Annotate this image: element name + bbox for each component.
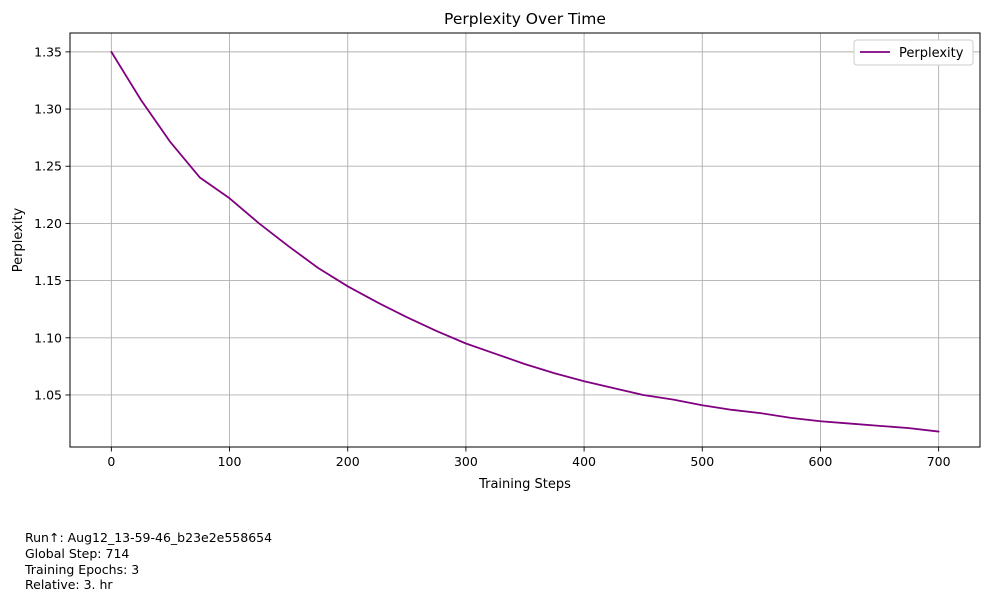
- x-tick-label: 700: [927, 454, 951, 469]
- run-id-text: Run↑: Aug12_13-59-46_b23e2e558654: [25, 530, 273, 545]
- relative-time-text: Relative: 3. hr: [25, 577, 113, 593]
- y-tick-label: 1.30: [34, 102, 62, 117]
- y-tick-label: 1.15: [34, 273, 62, 288]
- tick-layer: 0 100 200 300 400 500 600 700 1.05 1.10 1.15 1.20 1.…: [34, 44, 950, 469]
- y-axis-label: Perplexity: [11, 207, 26, 272]
- x-tick-label: 300: [454, 454, 478, 469]
- y-tick-label: 1.35: [34, 44, 62, 59]
- legend-box: [853, 39, 974, 66]
- y-tick-label: 1.25: [34, 159, 62, 174]
- grid-layer: [70, 33, 980, 447]
- global-step-text: Global Step: 714: [25, 545, 130, 561]
- y-tick-label: 1.10: [34, 330, 62, 345]
- training-epochs-text: Training Epochs: 3: [25, 561, 140, 577]
- x-tick-label: 400: [572, 454, 596, 469]
- x-tick-label: 200: [336, 454, 360, 469]
- x-tick-label: 0: [107, 454, 115, 469]
- chart-title: Perplexity Over Time: [444, 10, 606, 28]
- series-layer: [110, 50, 940, 433]
- x-tick-label: 500: [690, 454, 714, 469]
- x-axis-label: Training Steps: [478, 477, 571, 492]
- series-line-perplexity: [110, 50, 940, 433]
- y-tick-label: 1.05: [34, 387, 62, 402]
- y-tick-label: 1.20: [34, 216, 62, 231]
- legend-label: Perplexity: [899, 46, 964, 61]
- x-tick-label: 600: [809, 454, 833, 469]
- legend: Perplexity: [853, 39, 974, 66]
- run-info-panel: Run↑: Aug12_13-59-46_b23e2e558654 Global…: [25, 530, 272, 593]
- x-tick-label: 100: [218, 454, 242, 469]
- plot-frame: [69, 32, 981, 448]
